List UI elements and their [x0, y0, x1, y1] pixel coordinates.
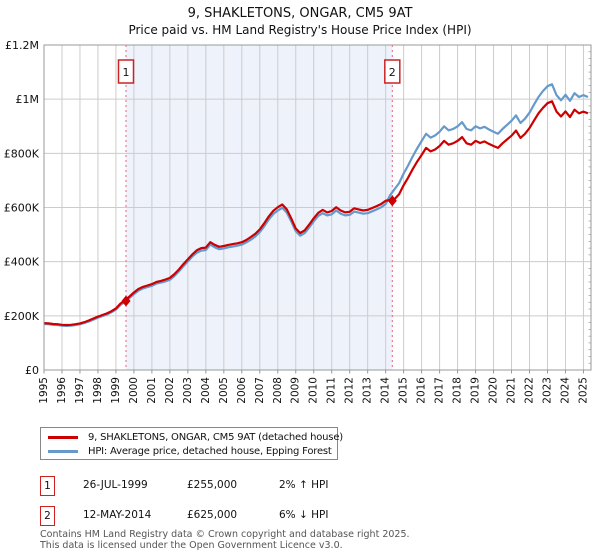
- x-tick-label: 1996: [56, 377, 68, 404]
- y-tick-label: £400K: [4, 256, 40, 269]
- legend-label-price: 9, SHAKLETONS, ONGAR, CM5 9AT (detached …: [88, 431, 343, 443]
- transaction-1-flag: 1: [40, 476, 55, 496]
- y-tick-label: £0: [25, 364, 39, 377]
- x-tick-label: 2025: [577, 377, 589, 404]
- sale-marker-1: [121, 295, 131, 307]
- y-tick-label: £600K: [4, 202, 40, 215]
- x-tick-label: 2000: [128, 377, 140, 404]
- x-tick-label: 2013: [362, 377, 374, 404]
- sale-marker-2: [387, 195, 397, 207]
- copyright-line-2: This data is licensed under the Open Gov…: [40, 540, 343, 551]
- x-tick-label: 2020: [488, 377, 500, 404]
- page-title: 9, SHAKLETONS, ONGAR, CM5 9AT: [187, 6, 413, 21]
- page-subtitle: Price paid vs. HM Land Registry's House …: [128, 23, 472, 37]
- x-tick-label: 2019: [470, 377, 482, 404]
- y-tick-label: £1.2M: [5, 39, 39, 52]
- x-tick-label: 2006: [236, 377, 248, 404]
- plot-border: [43, 44, 592, 371]
- transaction-1-hpi-delta: 2% ↑ HPI: [279, 479, 329, 491]
- x-tick-label: 2016: [416, 377, 428, 404]
- x-tick-label: 1995: [38, 377, 50, 404]
- sale-flag-label-1: 1: [122, 66, 129, 79]
- chart-legend: 9, SHAKLETONS, ONGAR, CM5 9AT (detached …: [40, 427, 343, 460]
- y-tick-label: £200K: [4, 310, 40, 323]
- transaction-1-price: £255,000: [187, 479, 238, 491]
- transaction-row-2: 2 12-MAY-2014 £625,000 6% ↓ HPI: [40, 506, 560, 526]
- x-tick-label: 2012: [344, 377, 356, 404]
- x-tick-label: 2001: [146, 377, 158, 404]
- transaction-1-date: 26-JUL-1999: [83, 479, 148, 491]
- x-tick-label: 2008: [272, 377, 284, 404]
- copyright-line-1: Contains HM Land Registry data © Crown c…: [40, 529, 410, 540]
- x-tick-label: 2011: [326, 377, 338, 404]
- x-tick-label: 2010: [308, 377, 320, 404]
- transaction-row-1: 1 26-JUL-1999 £255,000 2% ↑ HPI: [40, 476, 560, 496]
- x-tick-label: 1999: [110, 377, 122, 404]
- y-tick-label: £1M: [16, 93, 40, 106]
- x-tick-label: 2003: [182, 377, 194, 404]
- x-tick-label: 2018: [452, 377, 464, 404]
- x-tick-label: 2002: [164, 377, 176, 404]
- legend-row-hpi: HPI: Average price, detached house, Eppi…: [45, 444, 333, 458]
- hpi-line: [43, 83, 589, 327]
- x-tick-label: 2023: [541, 377, 553, 404]
- x-tick-label: 2004: [200, 377, 212, 404]
- sale-flag-label-2: 2: [389, 66, 396, 79]
- transaction-2-flag: 2: [40, 506, 55, 526]
- x-tick-label: 2015: [398, 377, 410, 404]
- transaction-table: 1 26-JUL-1999 £255,000 2% ↑ HPI 2 12-MAY…: [40, 476, 560, 526]
- y-tick-label: £800K: [4, 147, 40, 160]
- x-tick-label: 1997: [74, 377, 86, 404]
- copyright-footer: Contains HM Land Registry data © Crown c…: [40, 529, 410, 551]
- transaction-2-hpi-delta: 6% ↓ HPI: [279, 509, 329, 521]
- legend-row-price: 9, SHAKLETONS, ONGAR, CM5 9AT (detached …: [45, 430, 343, 444]
- hpi-line-swatch: [48, 449, 78, 453]
- price-line-swatch: [48, 435, 78, 439]
- x-tick-label: 2014: [380, 377, 392, 404]
- x-tick-label: 2005: [218, 377, 230, 404]
- sale-flag-1: [117, 59, 135, 84]
- transaction-2-price: £625,000: [187, 509, 238, 521]
- x-tick-label: 2022: [524, 377, 536, 404]
- x-tick-label: 2017: [434, 377, 446, 404]
- x-tick-label: 2021: [506, 377, 518, 404]
- transaction-2-date: 12-MAY-2014: [83, 509, 152, 521]
- price-line: [43, 100, 589, 327]
- sale-flag-2: [384, 59, 401, 84]
- x-tick-label: 2007: [254, 377, 266, 404]
- legend-label-hpi: HPI: Average price, detached house, Eppi…: [88, 445, 332, 457]
- x-tick-label: 2009: [290, 377, 302, 404]
- x-tick-label: 2024: [559, 377, 571, 404]
- x-tick-label: 1998: [92, 377, 104, 404]
